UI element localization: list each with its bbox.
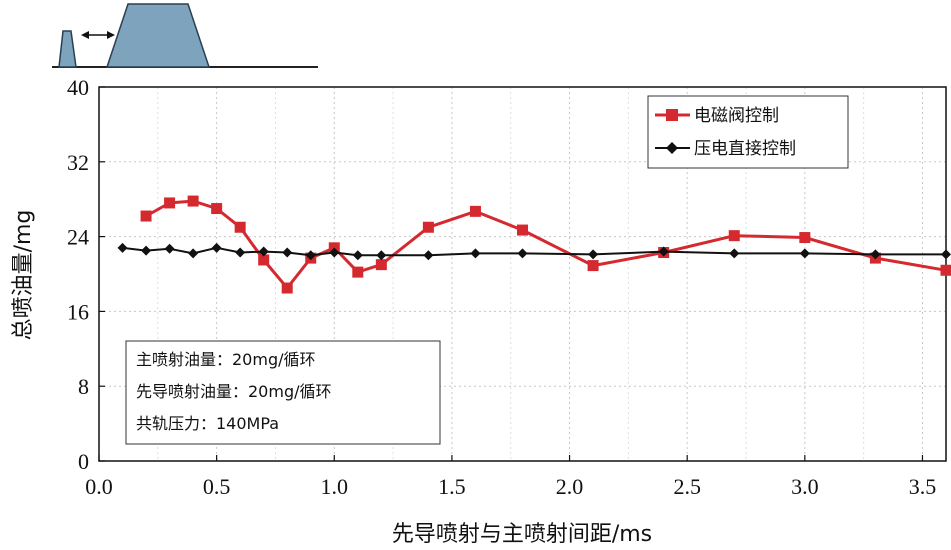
x-tick-label: 2.5 xyxy=(673,474,701,499)
x-tick-label: 0.5 xyxy=(203,474,231,499)
y-tick-label: 8 xyxy=(78,374,89,399)
x-axis: 0.0 0.5 1.0 1.5 2.0 2.5 3.0 3.5 xyxy=(85,455,936,499)
data-point xyxy=(164,243,175,254)
data-point xyxy=(187,195,199,207)
legend-label-piezo: 压电直接控制 xyxy=(694,139,796,159)
data-point xyxy=(211,203,223,215)
annotation-box: 主喷射油量：20mg/循环 先导喷射油量：20mg/循环 共轨压力：140MPa xyxy=(125,340,441,445)
x-tick-label: 0.0 xyxy=(85,474,113,499)
data-point xyxy=(588,249,599,260)
y-tick-label: 32 xyxy=(67,150,89,175)
x-tick-label: 1.5 xyxy=(438,474,466,499)
data-point xyxy=(375,259,387,271)
legend: 电磁阀控制 压电直接控制 xyxy=(647,95,849,169)
data-point xyxy=(141,245,152,256)
data-point xyxy=(799,248,810,259)
data-point xyxy=(140,210,152,222)
data-point xyxy=(728,230,740,242)
data-point xyxy=(587,260,599,272)
data-point xyxy=(234,221,246,233)
y-tick-label: 0 xyxy=(78,449,89,474)
data-point xyxy=(422,221,434,233)
y-tick-label: 16 xyxy=(67,299,89,324)
x-axis-title: 先导喷射与主喷射间距/ms xyxy=(392,522,652,547)
main-injection-pulse xyxy=(105,3,211,68)
injection-pulse-diagram-icon xyxy=(52,3,318,68)
data-point xyxy=(164,197,176,209)
data-point xyxy=(941,249,951,260)
data-point xyxy=(469,205,481,217)
legend-marker-square xyxy=(666,109,678,121)
series-piezo xyxy=(117,242,951,261)
y-tick-label: 24 xyxy=(67,225,89,250)
data-point xyxy=(329,247,340,258)
data-point xyxy=(352,266,364,278)
data-point xyxy=(258,254,270,266)
data-point xyxy=(870,249,881,260)
annotation-pilot-injection: 先导喷射油量：20mg/循环 xyxy=(136,382,332,401)
x-tick-label: 1.0 xyxy=(321,474,349,499)
data-point xyxy=(658,246,669,257)
data-point xyxy=(940,264,951,276)
series-line xyxy=(145,199,947,290)
data-point xyxy=(423,250,434,261)
data-point xyxy=(282,247,293,258)
data-point xyxy=(376,250,387,261)
legend-label-solenoid: 电磁阀控制 xyxy=(694,106,779,126)
data-point xyxy=(799,232,811,244)
data-point xyxy=(258,246,269,257)
data-point xyxy=(188,248,199,259)
data-point xyxy=(211,242,222,253)
x-tick-label: 3.0 xyxy=(791,474,819,499)
annotation-rail-pressure: 共轨压力：140MPa xyxy=(136,414,279,433)
series-solenoid xyxy=(140,195,951,294)
legend-marker-diamond xyxy=(666,142,678,154)
data-point xyxy=(305,250,316,261)
series-layer xyxy=(117,195,951,294)
data-point xyxy=(729,248,740,259)
y-tick-label: 40 xyxy=(67,75,89,100)
y-axis: 0 8 16 24 32 40 xyxy=(67,75,105,474)
x-tick-label: 2.0 xyxy=(556,474,584,499)
data-point xyxy=(117,242,128,253)
series-line xyxy=(122,246,946,257)
pilot-injection-pulse xyxy=(58,30,77,68)
data-point xyxy=(281,282,293,294)
data-point xyxy=(517,248,528,259)
annotation-main-injection: 主喷射油量：20mg/循环 xyxy=(136,350,316,369)
legend-item-solenoid: 电磁阀控制 xyxy=(655,106,779,126)
x-tick-label: 3.5 xyxy=(909,474,937,499)
data-point xyxy=(352,250,363,261)
data-point xyxy=(470,248,481,259)
data-point xyxy=(235,247,246,258)
data-point xyxy=(517,224,528,236)
legend-item-piezo: 压电直接控制 xyxy=(655,139,796,159)
y-axis-title: 总喷油量/mg xyxy=(11,210,36,341)
